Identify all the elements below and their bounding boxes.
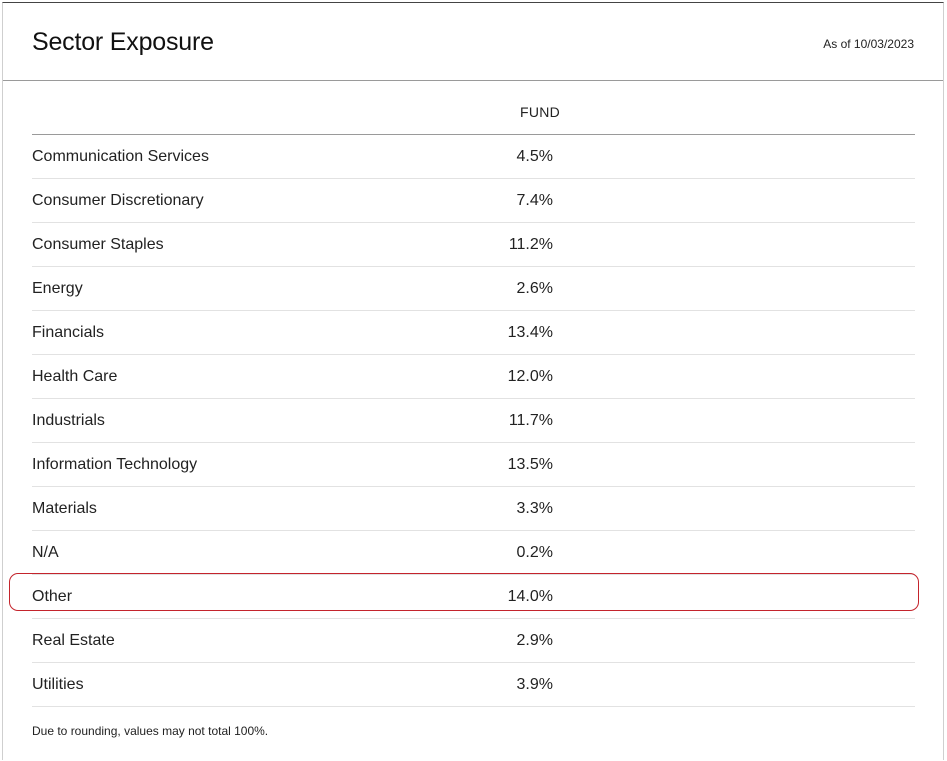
page-title: Sector Exposure (32, 28, 214, 56)
fund-value: 3.9% (516, 676, 553, 693)
fund-value: 12.0% (507, 368, 553, 385)
fund-value: 3.3% (516, 500, 553, 517)
sector-table: FUND Communication Services 4.5% Consume… (32, 91, 915, 707)
sector-name: Consumer Staples (32, 236, 164, 253)
sector-name: Other (32, 588, 73, 605)
sector-name: Utilities (32, 676, 84, 693)
table-row: Energy 2.6% (32, 267, 915, 311)
sector-name: Consumer Discretionary (32, 192, 204, 209)
table-row: N/A 0.2% (32, 531, 915, 575)
table-row: Materials 3.3% (32, 487, 915, 531)
table-row: Consumer Staples 11.2% (32, 223, 915, 267)
fund-value: 11.2% (508, 236, 553, 253)
as-of-date: As of 10/03/2023 (823, 37, 914, 51)
table-row: Communication Services 4.5% (32, 135, 915, 179)
fund-value: 2.9% (516, 632, 553, 649)
fund-value: 0.2% (516, 544, 553, 561)
table-row: Consumer Discretionary 7.4% (32, 179, 915, 223)
rounding-footnote: Due to rounding, values may not total 10… (32, 724, 269, 738)
table-row: Utilities 3.9% (32, 663, 915, 707)
table-row: Information Technology 13.5% (32, 443, 915, 487)
card-header: Sector Exposure As of 10/03/2023 (3, 3, 943, 81)
table-header: FUND (32, 91, 915, 135)
table-row: Industrials 11.7% (32, 399, 915, 443)
table-row-highlighted: Other 14.0% (32, 575, 915, 619)
fund-value: 2.6% (516, 280, 553, 297)
sector-name: Real Estate (32, 632, 115, 649)
fund-value: 4.5% (516, 148, 553, 165)
fund-value: 7.4% (516, 192, 553, 209)
sector-name: Information Technology (32, 456, 198, 473)
sector-name: Communication Services (32, 148, 209, 165)
table-row: Real Estate 2.9% (32, 619, 915, 663)
sector-name: Health Care (32, 368, 118, 385)
sector-name: Industrials (32, 412, 105, 429)
table-row: Financials 13.4% (32, 311, 915, 355)
fund-value: 11.7% (508, 412, 553, 429)
sector-name: N/A (32, 544, 59, 561)
sector-name: Energy (32, 280, 83, 297)
sector-name: Materials (32, 500, 97, 517)
table-row: Health Care 12.0% (32, 355, 915, 399)
fund-value: 14.0% (507, 588, 553, 605)
column-header-fund: FUND (520, 104, 561, 120)
fund-value: 13.4% (507, 324, 553, 341)
fund-value: 13.5% (507, 456, 553, 473)
sector-name: Financials (32, 324, 105, 341)
